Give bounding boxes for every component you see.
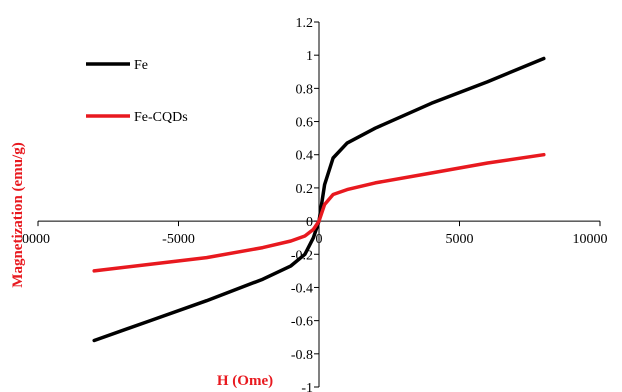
y-axis-title: Magnetization (emu/g) — [10, 142, 26, 287]
y-tick-label: 0.6 — [296, 116, 314, 131]
y-tick-label: -1 — [301, 381, 313, 392]
y-tick-label: 0.4 — [296, 149, 314, 164]
legend-label: Fe — [134, 58, 148, 73]
series-line-fe-cqds — [92, 152, 546, 273]
y-tick-label: 1 — [306, 49, 313, 64]
y-tick-label: 0.8 — [296, 82, 314, 97]
y-tick-label: 1.2 — [296, 16, 314, 31]
x-tick-label: 5000 — [446, 232, 474, 247]
x-axis-title: H (Ome) — [217, 373, 273, 389]
y-tick-label: 0.2 — [296, 182, 314, 197]
x-tick-label: 0000 — [22, 232, 50, 247]
y-tick-label: -0.4 — [291, 281, 313, 296]
legend: Fe Fe-CQDs — [86, 58, 188, 125]
y-axis: -1-0.8-0.6-0.4-0.200.20.40.60.811.2 — [291, 16, 320, 392]
x-tick-label: 0 — [316, 232, 323, 247]
legend-label: Fe-CQDs — [134, 110, 188, 125]
y-tick-label: -0.6 — [291, 315, 313, 330]
y-tick-label: -0.8 — [291, 348, 313, 363]
series-layer — [92, 56, 546, 343]
x-tick-label: -5000 — [162, 232, 195, 247]
x-tick-label: 10000 — [573, 232, 608, 247]
y-tick-label: 0 — [306, 215, 313, 230]
x-axis: 0000 -5000 0 5000 10000 — [22, 220, 608, 247]
